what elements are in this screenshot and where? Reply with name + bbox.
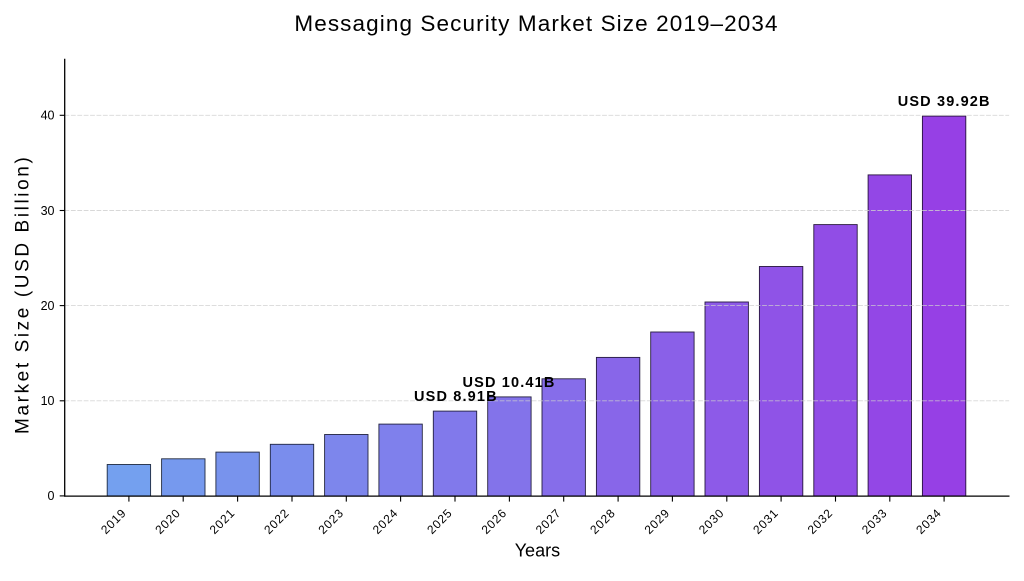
- svg-text:20: 20: [41, 299, 55, 313]
- svg-text:30: 30: [41, 204, 55, 218]
- svg-text:Market Size (USD Billion): Market Size (USD Billion): [12, 155, 33, 434]
- svg-text:10: 10: [41, 394, 55, 408]
- svg-text:40: 40: [41, 109, 55, 123]
- svg-text:USD 10.41B: USD 10.41B: [463, 375, 556, 391]
- svg-text:USD 39.92B: USD 39.92B: [898, 94, 991, 110]
- svg-text:0: 0: [48, 489, 55, 503]
- svg-text:USD 8.91B: USD 8.91B: [414, 389, 498, 405]
- svg-text:Years: Years: [515, 541, 560, 561]
- svg-text:Messaging Security Market Size: Messaging Security Market Size 2019–2034: [294, 11, 778, 36]
